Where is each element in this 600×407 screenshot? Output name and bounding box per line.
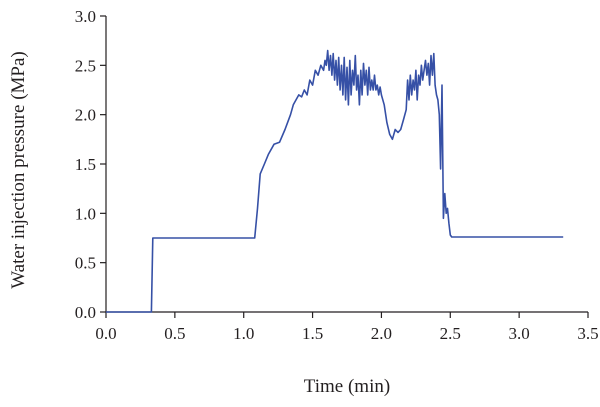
y-axis-title: Water injection pressure (MPa) [8,51,29,288]
y-tick-label: 3.0 [75,7,96,26]
y-tick-labels: 0.0 0.5 1.0 1.5 2.0 2.5 3.0 [75,7,96,322]
x-tick-label: 1.0 [233,324,254,343]
y-tick-label: 1.0 [75,204,96,223]
pressure-series-line [106,49,564,313]
x-tick-label: 3.5 [577,324,598,343]
x-tick-label: 2.5 [440,324,461,343]
x-tick-label: 2.0 [371,324,392,343]
y-tick-label: 0.0 [75,303,96,322]
x-tick-labels: 0.0 0.5 1.0 1.5 2.0 2.5 3.0 3.5 [95,324,598,343]
x-tick-marks [105,312,589,318]
x-tick-label: 3.0 [509,324,530,343]
x-axis-title: Time (min) [304,376,390,397]
y-tick-label: 2.5 [75,56,96,75]
x-tick-label: 0.0 [95,324,116,343]
x-tick-label: 0.5 [164,324,185,343]
y-tick-label: 2.0 [75,106,96,125]
x-tick-label: 1.5 [302,324,323,343]
y-tick-label: 1.5 [75,155,96,174]
y-tick-marks [100,15,106,313]
y-tick-label: 0.5 [75,254,96,273]
